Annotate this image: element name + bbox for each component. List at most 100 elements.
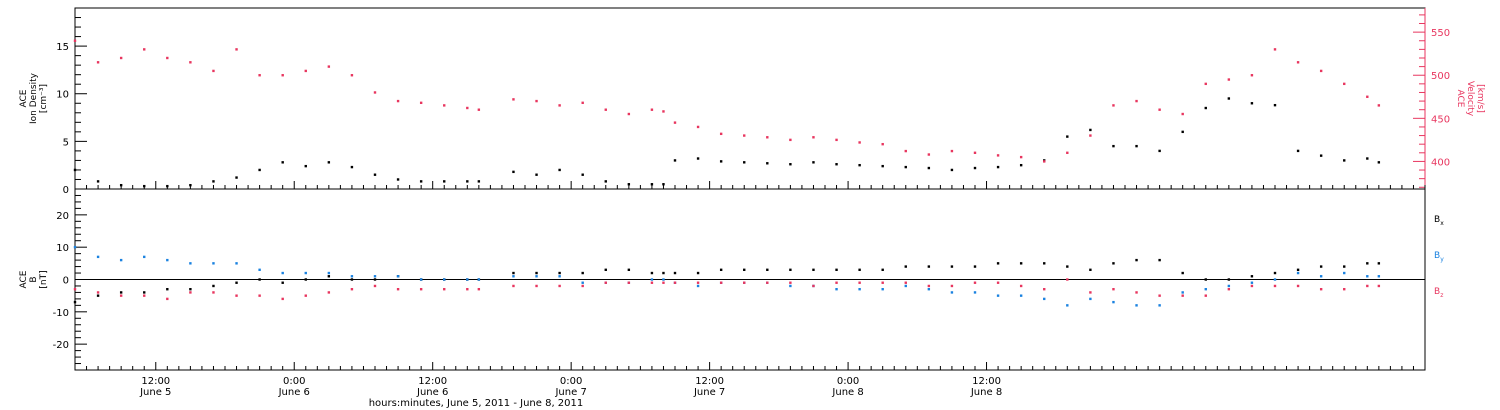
density-point [1366, 157, 1369, 160]
b-point-bz [535, 284, 538, 288]
b-point-bx [258, 278, 261, 281]
velocity-point [1273, 48, 1277, 51]
bottom-panel: -20 -10 0 10 20 ACE B [nT] Bx By Bz [19, 188, 1444, 371]
b-point-by [535, 275, 538, 278]
b-point-by [558, 275, 561, 278]
legend-label-bz: Bz [1434, 287, 1443, 299]
b-point-bz [1112, 287, 1115, 291]
b-point-bz [327, 291, 331, 294]
b-point-by [1181, 291, 1184, 294]
b-point-by [258, 268, 261, 272]
velocity-point [673, 121, 677, 124]
density-point [1089, 128, 1092, 132]
b-point-bx [212, 284, 215, 288]
b-point-bx [1366, 262, 1369, 265]
density-point [1112, 144, 1115, 148]
b-point-bx [1135, 258, 1138, 262]
density-axis-label: [cm⁻³] [39, 84, 49, 113]
velocity-point [1366, 95, 1369, 98]
velocity-point [558, 104, 561, 107]
b-point-bz [696, 281, 700, 284]
b-point-bx [327, 275, 331, 278]
b-point-bx [766, 268, 769, 272]
b-point-bx [512, 271, 515, 275]
b-point-by [1019, 294, 1023, 297]
density-point [512, 170, 515, 174]
density-point [1019, 163, 1023, 167]
density-point [1319, 154, 1323, 157]
time-tick-label: 12:00 [695, 376, 724, 387]
b-point-by [327, 271, 331, 275]
b-point-by [1043, 297, 1046, 301]
b-point-bz [650, 281, 654, 284]
velocity-axis-label: ACE [1455, 90, 1465, 108]
b-point-bz [1227, 287, 1231, 291]
b-point-bz [396, 287, 400, 291]
velocity-point [1181, 112, 1184, 116]
b-point-bx [1377, 262, 1381, 265]
density-point [1250, 102, 1254, 105]
b-point-bz [1135, 291, 1138, 294]
b-point-bx [1250, 275, 1254, 278]
b-point-bz [373, 284, 377, 288]
b-axis-label: ACE [19, 270, 29, 288]
density-tick-label: 0 [63, 185, 69, 196]
b-point-by [373, 275, 377, 278]
legend-label-bx: Bx [1434, 215, 1444, 227]
time-tick-label: 0:00 [283, 376, 305, 387]
b-point-bx [927, 265, 931, 268]
date-tick-label: June 7 [554, 387, 586, 398]
b-axis-label: B [29, 276, 39, 282]
velocity-point [304, 69, 307, 73]
velocity-point [835, 138, 838, 142]
density-point [650, 183, 654, 186]
velocity-point [235, 48, 238, 51]
velocity-series [73, 39, 1381, 163]
b-point-bz [627, 281, 631, 284]
b-point-bx [558, 271, 561, 275]
b-point-bz [1204, 294, 1207, 297]
velocity-point [212, 69, 215, 73]
velocity-point [881, 142, 884, 146]
velocity-point [766, 136, 769, 139]
velocity-point [719, 132, 723, 136]
b-point-bx [662, 271, 665, 275]
series-by [73, 245, 1381, 307]
b-point-bz [558, 284, 561, 288]
b-point-bx [1343, 265, 1346, 268]
velocity-point [477, 108, 481, 111]
time-tick-label: 0:00 [837, 376, 859, 387]
density-point [581, 173, 584, 176]
velocity-point [927, 153, 931, 156]
density-point [858, 163, 861, 167]
density-point [1204, 106, 1207, 110]
b-point-bx [1181, 271, 1184, 275]
density-point [419, 180, 423, 183]
b-point-bx [304, 278, 307, 281]
b-point-bz [604, 281, 607, 284]
velocity-point [996, 154, 1000, 157]
b-tick-label: 0 [63, 276, 69, 287]
b-point-bz [166, 297, 169, 301]
b-point-by [1377, 275, 1381, 278]
velocity-point [1043, 160, 1046, 163]
time-tick-label: 0:00 [560, 376, 582, 387]
density-point [662, 183, 665, 186]
b-point-bx [1273, 271, 1277, 275]
density-point [1273, 103, 1277, 107]
density-axis-label: Ion Density [29, 72, 39, 124]
b-point-bz [996, 281, 1000, 284]
b-tick-label: 10 [56, 243, 69, 254]
b-point-by [1158, 304, 1161, 307]
b-point-bz [189, 291, 192, 294]
velocity-point [1319, 69, 1323, 73]
density-point [973, 166, 977, 170]
b-point-bz [950, 284, 954, 288]
b-point-bx [950, 265, 954, 268]
density-point [1158, 149, 1161, 153]
velocity-point [1112, 104, 1115, 107]
b-point-bz [304, 294, 307, 297]
b-point-by [581, 281, 584, 284]
